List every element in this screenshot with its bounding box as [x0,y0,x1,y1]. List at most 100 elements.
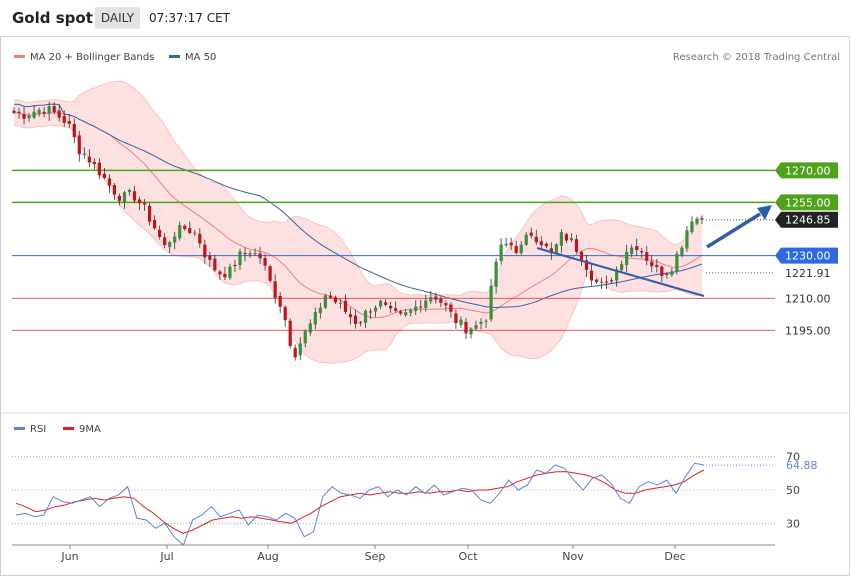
trend-line [536,247,705,297]
candle-body [429,297,433,302]
candle-body [610,280,614,282]
candle-body [188,228,192,234]
credit-text: Research © 2018 Trading Central [672,52,840,63]
x-tick-label-Jun: Jun [60,550,78,563]
candle-body [695,218,699,224]
candle-body [153,220,157,229]
candle-body [650,261,654,267]
candle-body [293,347,297,358]
candle-body [193,232,197,234]
candle-body [273,281,277,298]
candle-body [424,300,428,308]
candle-body [579,251,584,262]
candle-body [127,189,132,193]
candle-body [554,244,558,253]
candle-body [394,308,398,311]
level-label-1246.85: 1246.85 [785,214,831,227]
x-tick-label-Dec: Dec [664,550,685,563]
candle-body [328,295,332,298]
candle-body [409,310,413,313]
candle-body [685,230,689,249]
level-tag-1230.00 [775,247,838,264]
candle-body [640,251,644,253]
candle-body [248,253,252,255]
candle-body [439,298,443,303]
candle-body [534,236,538,243]
legend-ma50: MA 50 [169,52,216,63]
candle-body [233,264,237,267]
level-label-1255.00: 1255.00 [785,196,831,209]
candle-body [263,258,267,266]
candle-body [544,243,548,247]
candle-body [569,238,574,241]
candle-body [479,321,483,324]
candle-body [489,285,493,320]
candle-body [414,306,418,312]
candle-body [474,325,478,329]
candle-body [72,123,76,138]
candle-body [183,225,187,230]
candle-body [178,225,182,239]
candle-body [107,178,112,186]
candle-body [32,111,36,118]
legend-rsi-ma-label: 9MA [79,424,101,435]
level-label-1230.00: 1230.00 [785,250,831,263]
candle-body [353,315,358,324]
candle-body [655,264,659,268]
chart-header: Gold spot DAILY 07:37:17 CET [0,0,850,36]
candle-body [323,295,327,308]
candle-body [700,218,704,220]
candle-body [57,110,61,118]
candle-body [343,300,348,313]
candle-body [524,234,528,245]
rsi-ma-swatch [63,426,74,430]
x-tick-label-Nov: Nov [562,550,584,563]
candle-body [559,232,563,246]
candle-body [132,191,137,201]
period-selector[interactable]: DAILY [95,7,140,29]
candle-body [358,322,363,324]
candle-body [620,264,624,271]
candle-body [12,110,16,113]
candle-body [635,246,639,250]
candle-body [404,312,408,316]
candle-body [173,236,177,243]
rsi-tick-30: 30 [786,517,800,530]
candle-body [208,255,212,260]
x-tick-label-Sep: Sep [365,550,386,563]
forecast-arrow-head [757,205,772,220]
candle-body [363,310,368,323]
candle-body [464,321,468,334]
candle-body [228,266,232,278]
candle-body [373,307,378,312]
legend-ma20: MA 20 + Bollinger Bands [14,52,154,63]
candle-body [504,243,508,246]
candle-body [303,331,307,344]
candle-body [112,185,117,195]
candle-body [499,244,503,261]
candle-body [82,153,86,155]
candle-body [42,111,46,114]
candle-body [77,135,81,155]
candle-body [589,270,594,281]
candle-body [449,304,453,312]
candle-body [278,295,282,307]
candle-body [584,260,589,270]
candle-body [198,233,202,244]
candle-body [333,297,338,303]
candle-body [158,229,162,237]
candle-body [494,261,498,287]
candle-body [368,311,373,313]
candle-body [509,242,513,246]
candle-body [97,162,101,176]
candle-body [258,253,262,259]
level-tag-1255.00 [775,194,838,211]
candle-body [238,251,242,266]
candle-body [348,314,353,318]
candle-body [223,273,227,278]
candle-body [137,199,142,204]
candle-body [203,244,207,258]
x-tick-label-Aug: Aug [257,550,278,563]
ma20-swatch [14,54,25,58]
candle-body [529,232,533,236]
